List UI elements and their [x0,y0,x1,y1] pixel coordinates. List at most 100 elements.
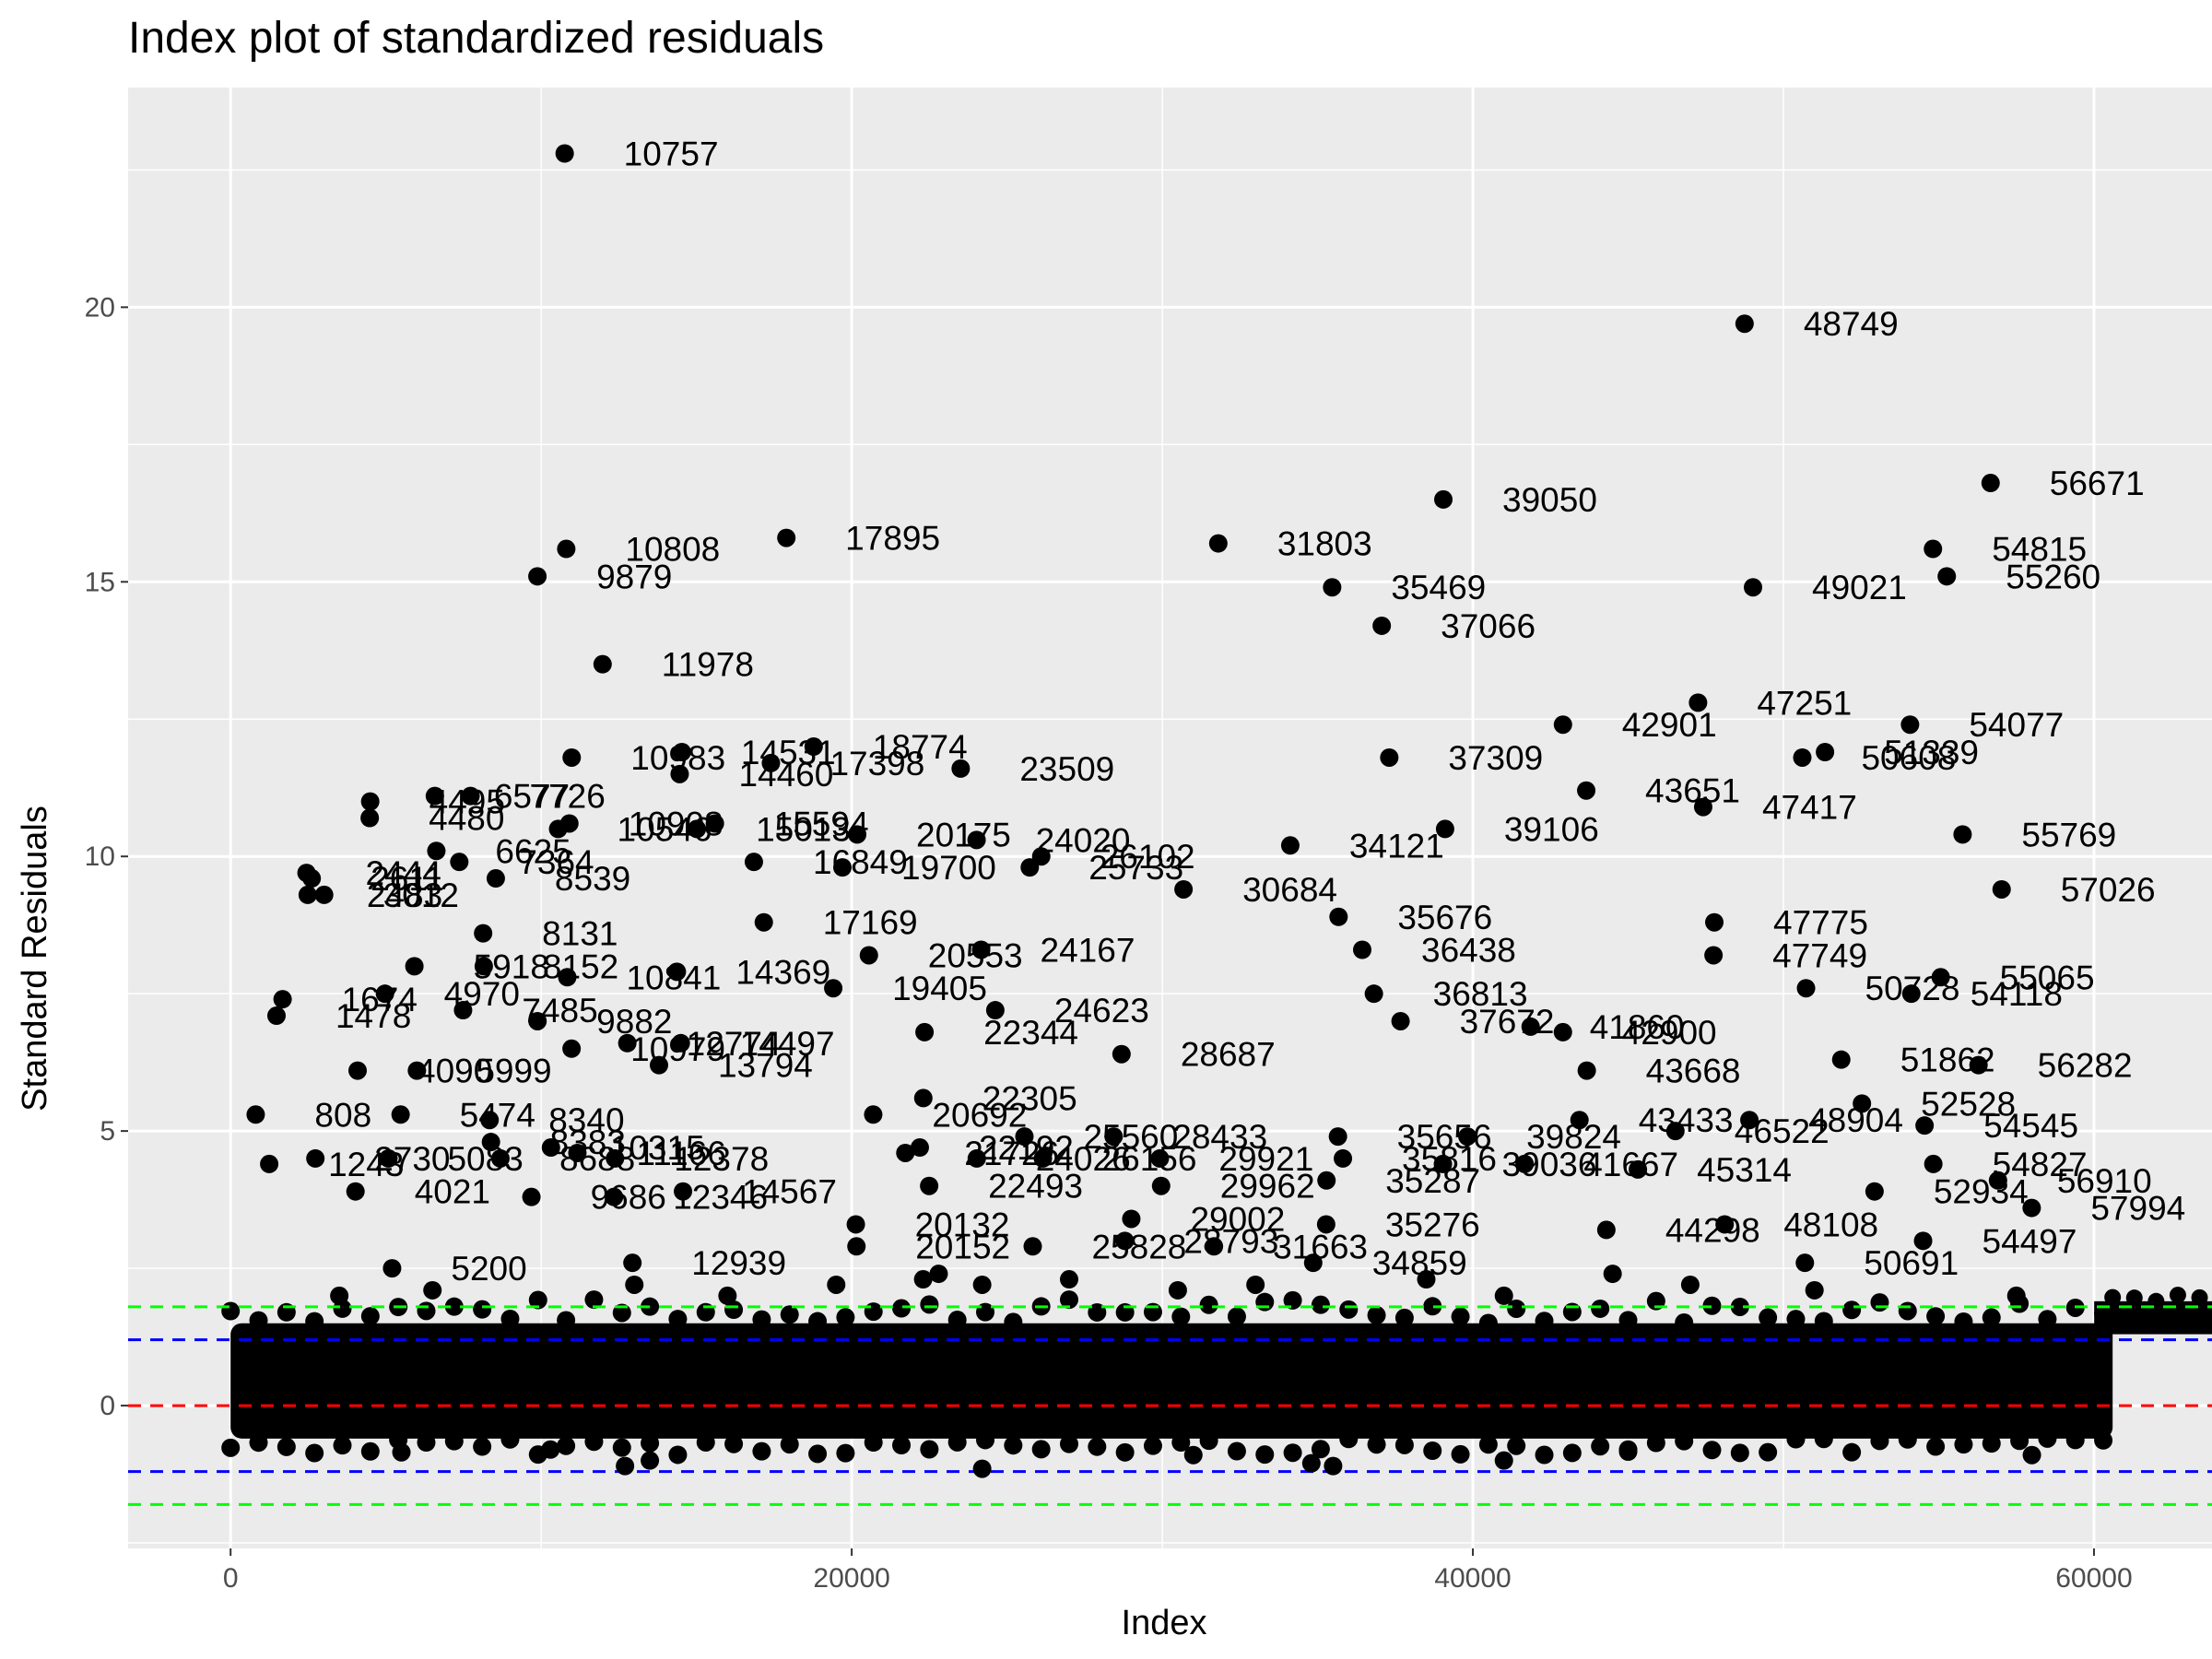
point-label: 35469 [1391,569,1486,606]
data-point [859,946,878,965]
data-point [1577,781,1596,800]
point-label: 55065 [2000,959,2095,996]
point-label: 57994 [2090,1190,2185,1228]
data-point [528,567,547,586]
data-point [605,1187,624,1206]
cloud-edge-point [612,1438,631,1457]
point-label: 22305 [982,1079,1077,1117]
cloud-edge-point [1478,1313,1498,1333]
point-label: 23509 [1019,750,1114,788]
data-point [450,853,469,872]
data-point [1992,879,2011,899]
x-axis-title: Index [1122,1604,1207,1642]
data-point [674,1182,693,1201]
point-label: 4090 [417,1053,492,1090]
data-point [1458,1127,1477,1147]
point-label: 37066 [1441,607,1535,645]
point-label: 35276 [1385,1206,1480,1243]
point-label: 14497 [740,1025,835,1063]
point-label: 29962 [1220,1168,1315,1206]
data-point [541,1440,560,1459]
point-label: 54545 [1983,1107,2078,1145]
data-point [625,1275,644,1294]
point-label: 30684 [1242,871,1337,909]
cloud-edge-point [305,1443,324,1463]
y-axis-title: Standard Residuals [16,806,54,1112]
point-label: 26156 [1102,1140,1197,1178]
y-tick-label: 15 [85,567,115,597]
cloud-edge-point [920,1295,939,1314]
cloud-edge-point [1255,1292,1275,1312]
cloud-edge-point [1954,1312,1973,1331]
data-point [1553,715,1572,735]
cloud-edge-point [1227,1441,1246,1461]
point-label: 36438 [1421,932,1516,970]
data-point [1969,1055,1988,1075]
point-label: 39050 [1502,481,1597,519]
data-point [379,1148,398,1168]
point-label: 22493 [988,1168,1083,1206]
data-point [1033,1148,1053,1168]
cloud-edge-point [864,1433,883,1453]
point-label: 39106 [1504,810,1599,848]
point-label: 5999 [476,1053,551,1090]
data-point [754,912,773,932]
point-label: 49021 [1812,569,1907,606]
data-point [474,957,493,976]
cloud-edge-point [1814,1430,1833,1449]
point-label: 56671 [2050,465,2145,502]
point-label: 51862 [1900,1041,1995,1079]
cloud-edge-point [500,1309,520,1328]
data-point [306,1148,325,1168]
data-point [490,1148,510,1168]
point-label: 56910 [2057,1162,2152,1200]
data-point [667,962,687,982]
cloud-edge-point [584,1432,604,1452]
point-label: 6625 [495,832,571,870]
point-label: 43651 [1645,772,1740,810]
cloud-edge-point [1004,1436,1023,1455]
data-point [273,990,292,1009]
cloud-edge-point [1535,1312,1554,1331]
point-label: 5918 [474,947,549,985]
data-point [1372,616,1392,635]
data-point [474,924,493,943]
data-point [761,753,781,772]
data-point [1931,968,1950,987]
data-point [718,1286,737,1305]
data-point [425,786,444,806]
point-label: 4970 [444,975,520,1013]
point-label: 15013 [756,810,851,848]
data-point [623,1253,642,1273]
x-tick-label: 60000 [2055,1563,2132,1594]
cloud-edge-point [612,1303,631,1323]
data-point [920,1176,939,1195]
data-point [1433,1154,1453,1173]
data-point [2006,1286,2026,1305]
data-point [1937,567,1957,586]
data-point [548,819,568,839]
data-point [824,979,843,998]
point-label: 18774 [873,728,968,766]
cloud-edge-point [1507,1436,1526,1455]
point-label: 50608 [1861,739,1956,777]
x-tick-label: 20000 [813,1563,889,1594]
data-point [688,819,707,839]
data-point [1553,1022,1572,1041]
data-point [1380,747,1399,767]
point-label: 8539 [555,860,630,898]
cloud-edge-point [1730,1297,1749,1316]
data-point [1353,940,1372,959]
data-point [298,885,317,904]
point-label: 20175 [916,816,1011,853]
data-point [1629,1159,1648,1179]
cloud-edge-point [1786,1430,1806,1449]
data-point [1115,1231,1135,1251]
data-point [1603,1265,1622,1284]
data-point [314,885,334,904]
point-label: 50691 [1864,1244,1959,1282]
point-label: 17895 [845,520,940,558]
point-label: 52934 [1934,1173,2029,1211]
point-label: 7726 [530,778,606,816]
